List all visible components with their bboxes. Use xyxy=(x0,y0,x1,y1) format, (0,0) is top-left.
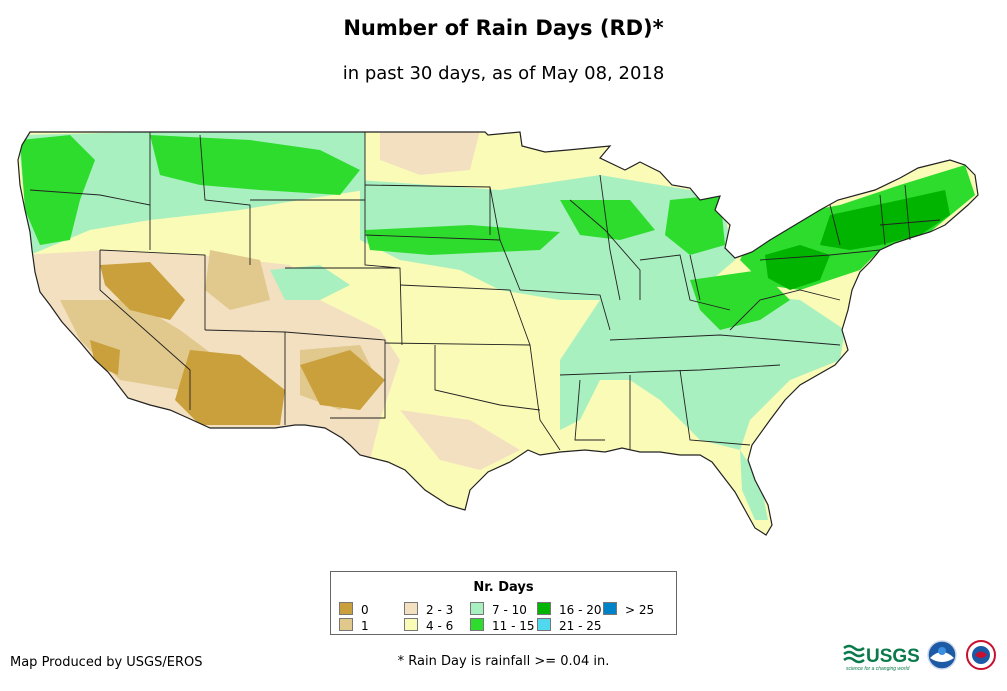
legend-item-21-25: 21 - 25 xyxy=(537,618,602,633)
legend-item-gt-25: > 25 xyxy=(603,602,655,617)
legend-swatch xyxy=(537,618,551,631)
legend-swatch xyxy=(470,618,484,631)
usgs-tagline: science for a changing world xyxy=(846,666,910,672)
legend-item-1: 1 xyxy=(339,618,369,633)
legend-label: 7 - 10 xyxy=(492,603,527,617)
legend-label: 21 - 25 xyxy=(559,619,602,633)
legend-item-2-3: 2 - 3 xyxy=(404,602,454,617)
legend-item-11-15: 11 - 15 xyxy=(470,618,535,633)
map-subtitle: in past 30 days, as of May 08, 2018 xyxy=(342,63,665,84)
legend-label: 2 - 3 xyxy=(426,603,454,617)
agency-logos: USGS science for a changing world xyxy=(843,640,996,672)
national-weather-service-logo xyxy=(966,640,996,670)
legend-swatch xyxy=(404,618,418,631)
legend-title: Nr. Days xyxy=(473,580,534,595)
footnote-text: * Rain Day is rainfall >= 0.04 in. xyxy=(397,654,610,669)
legend-item-0: 0 xyxy=(339,602,369,617)
state-boundaries xyxy=(29,132,941,451)
legend-swatch xyxy=(339,618,353,631)
legend-swatch xyxy=(339,602,353,615)
us-rain-days-map xyxy=(17,131,979,536)
map-title: Number of Rain Days (RD)* xyxy=(343,16,664,40)
credit-text: Map Produced by USGS/EROS xyxy=(10,655,203,670)
noaa-logo xyxy=(927,640,957,670)
legend-swatch xyxy=(603,602,617,615)
usgs-text: USGS xyxy=(866,646,920,667)
legend-item-16-20: 16 - 20 xyxy=(537,602,602,617)
legend-swatch xyxy=(470,602,484,615)
legend-label: 11 - 15 xyxy=(492,619,535,633)
legend-label: 1 xyxy=(361,619,369,633)
legend-swatch xyxy=(404,602,418,615)
legend-label: 16 - 20 xyxy=(559,603,602,617)
legend-swatch xyxy=(537,602,551,615)
usgs-logo: USGS science for a changing world xyxy=(843,644,920,672)
legend-item-4-6: 4 - 6 xyxy=(404,618,454,633)
legend-label: 4 - 6 xyxy=(426,619,454,633)
map-legend: Nr. Days 0 1 2 - 3 4 - 6 7 - 10 11 - 15 … xyxy=(330,571,677,635)
legend-label: 0 xyxy=(361,603,369,617)
legend-item-7-10: 7 - 10 xyxy=(470,602,527,617)
legend-label: > 25 xyxy=(625,603,655,617)
